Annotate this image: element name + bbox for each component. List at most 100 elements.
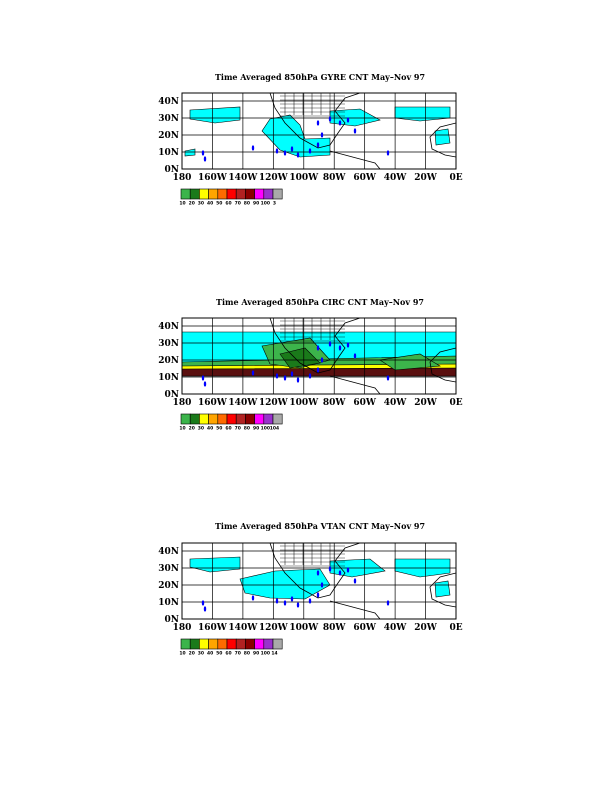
storm-marker (316, 592, 320, 598)
map-border (181, 92, 457, 170)
colorbar-label: 40 (207, 426, 213, 432)
storm-marker (275, 598, 279, 604)
storm-marker (320, 582, 324, 588)
storm-marker (296, 602, 300, 608)
cyan-region (261, 114, 331, 158)
lon-tick-label: 180 (173, 623, 192, 633)
storm-marker (308, 373, 312, 379)
map-frame (181, 317, 457, 395)
storm-marker (290, 146, 294, 152)
storm-marker (338, 120, 342, 126)
lon-tick-label: 40W (384, 398, 408, 408)
lon-tick-label: 100W (289, 398, 319, 408)
lat-tick-label: 10N (158, 373, 179, 383)
storm-marker (338, 345, 342, 351)
colorbar-swatch (235, 638, 246, 650)
lat-tick-label: 10N (158, 148, 179, 158)
colorbar-swatch (180, 638, 191, 650)
lon-tick-label: 120W (259, 173, 289, 183)
colorbar-label: 70 (235, 426, 241, 432)
colorbar-swatch (263, 638, 274, 650)
lat-tick-label: 0N (165, 615, 180, 625)
lon-tick-label: 80W (323, 398, 347, 408)
storm-marker (316, 345, 320, 351)
lon-tick-label: 100W (289, 623, 319, 633)
colorbar-label: 50 (216, 651, 222, 657)
lon-tick-label: 100W (289, 173, 319, 183)
panel-title: Time Averaged 850hPa CIRC CNT May–Nov 97 (216, 297, 424, 307)
colorbar-swatch (199, 638, 209, 650)
colorbar-label: 60 (225, 651, 231, 657)
storm-marker (386, 600, 390, 606)
coastline (329, 150, 381, 170)
colorbar-swatch (254, 638, 265, 650)
colorbar-swatch (245, 638, 255, 650)
colorbar-label: 14 (271, 651, 277, 657)
colorbar-swatch (272, 413, 283, 425)
storm-marker (296, 377, 300, 383)
storm-marker (308, 148, 312, 154)
panel-title: Time Averaged 850hPa VTAN CNT May–Nov 97 (214, 521, 426, 531)
storm-marker (308, 598, 312, 604)
lat-tick-label: 0N (165, 165, 180, 175)
colorbar-label: 20 (189, 426, 195, 432)
storm-marker (203, 381, 207, 387)
coastline (429, 572, 457, 608)
colorbar-swatch (217, 638, 228, 650)
lat-tick-label: 30N (158, 564, 179, 574)
lon-tick-label: 160W (198, 398, 228, 408)
colorbar-label: 60 (225, 426, 231, 432)
lon-tick-label: 160W (198, 173, 228, 183)
storm-marker (353, 578, 357, 584)
storm-marker (353, 353, 357, 359)
colorbar-swatch (189, 638, 200, 650)
map-border (181, 542, 457, 620)
storm-marker (251, 370, 255, 376)
colorbar-label: 80 (244, 201, 250, 207)
lat-tick-label: 40N (158, 97, 179, 107)
colorbar-label: 100 (261, 201, 270, 207)
storm-marker (203, 156, 207, 162)
colorbar-label: 104 (270, 426, 279, 432)
colorbar-label: 20 (189, 651, 195, 657)
lat-tick-label: 20N (158, 131, 179, 141)
lon-tick-label: 60W (353, 398, 377, 408)
colorbar-label: 90 (253, 426, 259, 432)
storm-marker (290, 596, 294, 602)
lat-tick-label: 40N (158, 322, 179, 332)
colorbar-label: 100 (261, 651, 270, 657)
colorbar-swatch (226, 638, 237, 650)
lon-tick-label: 80W (323, 623, 347, 633)
cyan-region (434, 580, 451, 598)
storm-marker (320, 357, 324, 363)
storm-marker (320, 132, 324, 138)
storm-marker (283, 600, 287, 606)
lon-tick-label: 140W (228, 623, 258, 633)
lon-tick-label: 0E (449, 623, 462, 633)
storm-marker (201, 375, 205, 381)
cyan-region (189, 106, 241, 124)
storm-marker (328, 341, 332, 347)
colorbar-label: 50 (216, 201, 222, 207)
coastline (269, 542, 361, 599)
colorbar-label: 70 (235, 651, 241, 657)
colorbar-label: 80 (244, 426, 250, 432)
lon-tick-label: 0E (449, 398, 462, 408)
storm-marker (338, 570, 342, 576)
storm-marker (201, 600, 205, 606)
colorbar-label: 70 (235, 201, 241, 207)
colorbar-swatch (272, 638, 283, 650)
lat-tick-label: 10N (158, 598, 179, 608)
colorbar-label: 30 (198, 651, 204, 657)
lon-tick-label: 180 (173, 398, 192, 408)
colorbar-label: 80 (244, 651, 250, 657)
lon-tick-label: 40W (384, 173, 408, 183)
colorbar-swatch (272, 188, 283, 200)
map-frame (181, 542, 457, 620)
lon-tick-label: 20W (414, 623, 438, 633)
lon-tick-label: 20W (414, 398, 438, 408)
colorbar-label: 60 (225, 201, 231, 207)
storm-marker (316, 570, 320, 576)
